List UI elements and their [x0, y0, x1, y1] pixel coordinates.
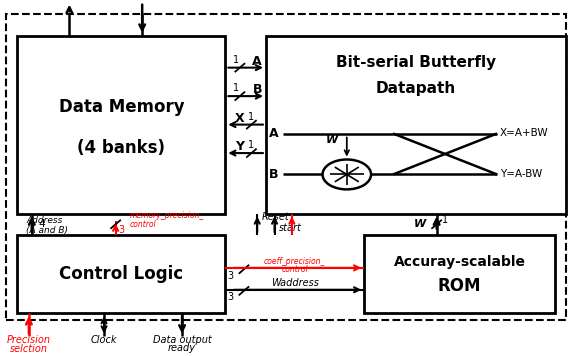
Text: W: W [326, 135, 339, 145]
Text: 3: 3 [118, 225, 125, 235]
FancyBboxPatch shape [17, 36, 225, 214]
Text: Clock: Clock [91, 335, 117, 345]
Text: control: control [281, 265, 308, 274]
Text: coeff_precision_: coeff_precision_ [264, 257, 325, 266]
Text: Datain: Datain [136, 0, 171, 1]
Text: W: W [414, 219, 426, 229]
Text: 1: 1 [442, 215, 449, 225]
Text: control: control [130, 220, 157, 229]
Text: 1: 1 [233, 55, 239, 65]
FancyBboxPatch shape [17, 235, 225, 313]
Text: Waddress: Waddress [271, 278, 318, 288]
Text: Y: Y [235, 140, 244, 153]
Text: 1: 1 [233, 83, 239, 93]
Text: Datapath: Datapath [376, 82, 456, 96]
Text: Dataout: Dataout [49, 0, 90, 1]
Text: (4 banks): (4 banks) [77, 139, 165, 157]
Text: B: B [269, 168, 278, 181]
Text: ready: ready [168, 343, 196, 353]
Text: Bit-serial Butterfly: Bit-serial Butterfly [336, 55, 497, 70]
Text: X=A+BW: X=A+BW [500, 129, 549, 138]
Text: B: B [253, 83, 262, 96]
Text: 1: 1 [249, 112, 254, 122]
Text: 3: 3 [227, 271, 233, 281]
Text: A: A [269, 127, 278, 140]
Text: selction: selction [10, 344, 48, 354]
Text: Data output: Data output [153, 335, 212, 345]
Text: 3: 3 [227, 292, 233, 302]
Text: (A and B): (A and B) [26, 226, 68, 235]
Text: Accuray-scalable: Accuray-scalable [394, 255, 525, 269]
Text: start: start [279, 223, 302, 233]
FancyBboxPatch shape [364, 235, 555, 313]
Text: Precision: Precision [7, 335, 51, 345]
Text: Y=A-BW: Y=A-BW [500, 169, 542, 179]
Text: A: A [253, 55, 262, 68]
Text: ROM: ROM [438, 277, 481, 295]
Text: Address: Address [26, 215, 62, 225]
FancyBboxPatch shape [266, 36, 566, 214]
Text: X: X [235, 112, 244, 125]
Text: Control Logic: Control Logic [60, 265, 183, 283]
Text: memory_precision_: memory_precision_ [130, 211, 204, 220]
Text: Reset: Reset [262, 212, 290, 222]
Text: Data Memory: Data Memory [58, 98, 184, 116]
Text: 4: 4 [39, 219, 46, 229]
Text: 1: 1 [249, 140, 254, 150]
